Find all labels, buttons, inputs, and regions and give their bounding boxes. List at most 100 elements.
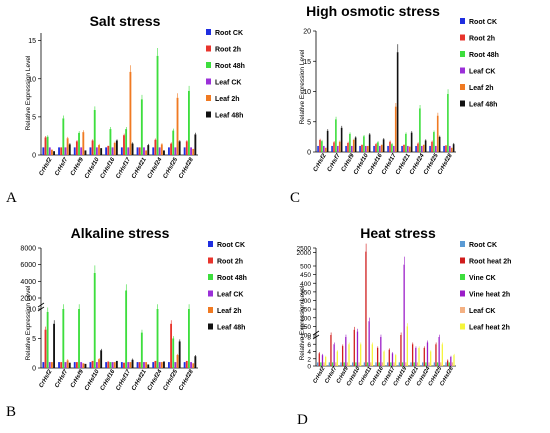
chart-title: Heat stress (360, 225, 436, 241)
bar-vine-ck (448, 362, 450, 366)
legend-swatch (460, 307, 465, 313)
bar-root-2h (333, 142, 335, 152)
bar-root-48h (109, 362, 112, 368)
bar-leaf-ck (449, 145, 451, 152)
bar-leaf-48h (194, 356, 197, 368)
bar-root-ck (401, 145, 403, 152)
legend-label: Root CK (469, 19, 497, 26)
bar-root-ck (152, 362, 155, 368)
bar-root-heat-2h (446, 360, 449, 366)
y-axis-label: Relative Expression Level (299, 285, 306, 360)
bar-root-ck (168, 362, 170, 368)
bar-vine-ck (413, 362, 415, 366)
bar-root-48h (93, 273, 96, 368)
bar-leaf-ck (127, 362, 130, 368)
bar-root-2h (347, 142, 349, 152)
y-tick-label: 400 (300, 281, 311, 288)
legend-label: Root 48h (217, 275, 247, 282)
chart-panel-c: C High osmotic stress Relative Expression … (290, 3, 499, 206)
bar-leaf-heat-2h (441, 344, 443, 366)
bar-leaf-48h (115, 360, 118, 368)
legend-swatch (460, 18, 465, 24)
x-tick-label: CrHsf21 (131, 368, 148, 392)
x-tick-label: CrHsf28 (178, 156, 195, 180)
bar-leaf-48h (100, 350, 103, 368)
bar-root-ck (105, 147, 108, 155)
y-tick-label: 0 (307, 364, 311, 371)
bar-vine-ck (343, 362, 345, 366)
bar-leaf-48h (194, 134, 197, 155)
bar-leaf-2h (98, 359, 100, 368)
y-tick-label: 150 (300, 324, 311, 331)
bar-leaf-48h (178, 341, 181, 368)
chart-title: Salt stress (90, 13, 161, 29)
bar-leaf-heat-2h (371, 344, 373, 366)
bar-root-2h (389, 141, 391, 152)
bar-root-ck (317, 362, 319, 366)
bar-root-2h (185, 360, 188, 368)
bar-root-heat-2h (341, 346, 344, 366)
legend-swatch (460, 51, 465, 57)
bar-leaf-48h (178, 141, 181, 155)
legend-label: Leaf CK (215, 80, 241, 87)
bar-leaf-2h (145, 362, 148, 368)
bar-root-ck (152, 147, 155, 155)
legend-swatch (460, 257, 465, 264)
bar-leaf-ck (351, 145, 353, 152)
bar-root-heat-2h (318, 353, 320, 366)
bar-root-ck (415, 145, 417, 152)
bar-root-ck (352, 362, 354, 366)
bar-vine-ck (390, 362, 392, 366)
bar-root-heat-2h (330, 335, 332, 366)
legend-label: Root heat 2h (469, 259, 511, 266)
bar-root-2h (138, 147, 141, 155)
bar-vine-heat-2h (438, 337, 440, 366)
bar-leaf-2h (422, 144, 425, 152)
bar-leaf-2h (176, 97, 179, 155)
legend-label: Vine CK (469, 275, 496, 282)
bar-root-ck (373, 145, 375, 152)
bar-vine-heat-2h (426, 342, 429, 366)
bar-leaf-ck (370, 362, 372, 366)
bar-vine-ck (378, 362, 380, 366)
bar-root-ck (183, 362, 186, 368)
bar-root-2h (138, 362, 141, 368)
bar-root-ck (443, 145, 445, 152)
bar-root-2h (123, 362, 125, 368)
bar-root-2h (91, 140, 94, 155)
x-tick-label: CrHsf10 (84, 156, 101, 180)
bar-leaf-2h (145, 150, 148, 155)
bar-leaf-2h (160, 144, 163, 155)
bar-leaf-ck (80, 147, 83, 155)
y-tick-label: 2500 (297, 246, 312, 253)
bar-leaf-ck (393, 362, 395, 366)
bar-leaf-ck (421, 145, 423, 152)
bar-vine-heat-2h (403, 264, 405, 366)
bar-vine-heat-2h (333, 344, 335, 366)
bar-leaf-2h (192, 148, 195, 155)
bar-root-48h (188, 90, 190, 155)
bar-root-48h (433, 132, 435, 152)
legend-swatch (208, 290, 213, 297)
bar-root-ck (89, 362, 92, 368)
bar-root-2h (403, 144, 405, 152)
bar-root-2h (375, 144, 377, 152)
bar-leaf-48h (68, 362, 71, 368)
legend-swatch (460, 323, 465, 330)
bar-root-ck (317, 145, 319, 152)
x-tick-label: CrHsf17 (115, 368, 132, 392)
x-tick-label: CrHsf16 (100, 368, 117, 392)
bar-leaf-ck (48, 362, 51, 368)
legend-label: Leaf 48h (469, 102, 497, 109)
chart-title: Alkaline stress (71, 225, 170, 241)
legend-swatch (206, 45, 211, 52)
bar-root-heat-2h (365, 251, 367, 366)
bar-root-ck (73, 147, 76, 155)
bar-root-2h (60, 362, 63, 368)
bar-root-48h (405, 133, 407, 152)
bar-leaf-48h (163, 361, 165, 368)
bar-leaf-2h (450, 147, 453, 152)
legend-swatch (206, 29, 211, 35)
bar-leaf-48h (147, 145, 150, 155)
